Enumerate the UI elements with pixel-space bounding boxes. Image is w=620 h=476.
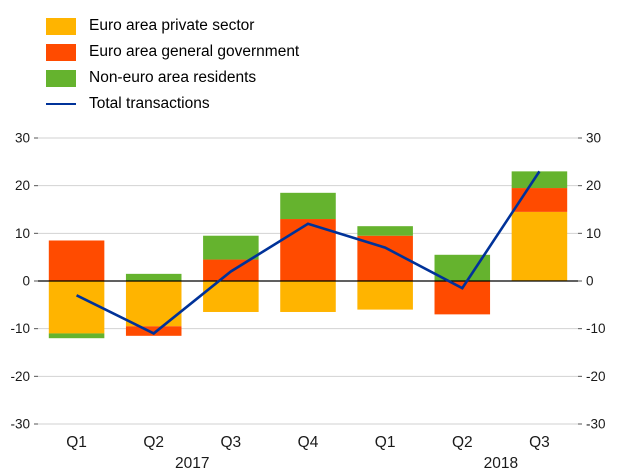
y-tick-label-left: -10	[10, 321, 30, 336]
x-tick-label: Q3	[529, 434, 550, 451]
y-tick-label-right: 10	[586, 226, 601, 241]
bar-segment-non-euro-area-residents	[280, 192, 336, 220]
y-tick-label-left: -30	[10, 417, 30, 432]
y-tick-label-right: 20	[586, 178, 601, 193]
year-label: 2018	[484, 455, 518, 472]
y-tick-label-right: -10	[586, 321, 606, 336]
x-tick-label: Q1	[66, 434, 87, 451]
legend-label: Euro area private sector	[89, 17, 255, 34]
chart-legend: Euro area private sector Euro area genera…	[46, 16, 299, 115]
legend-item-euro-area-private-sector: Euro area private sector	[46, 16, 299, 37]
legend-label: Euro area general government	[89, 42, 300, 60]
x-tick-label: Q3	[221, 434, 242, 451]
y-tick-label-right: 30	[586, 131, 601, 146]
bar-segment-euro-area-general-government	[125, 326, 182, 336]
x-tick-label: Q2	[143, 434, 164, 451]
legend-line-swatch	[46, 103, 76, 106]
x-tick-label: Q1	[375, 434, 396, 451]
bar-segment-euro-area-general-government	[48, 240, 105, 281]
legend-color-swatch	[46, 43, 76, 61]
legend-color-swatch	[46, 69, 76, 87]
year-label: 2017	[175, 455, 209, 472]
y-tick-label-right: 0	[586, 274, 594, 289]
bar-segment-euro-area-private-sector	[48, 281, 105, 334]
bar-segment-non-euro-area-residents	[125, 273, 182, 281]
x-tick-label: Q4	[298, 434, 319, 451]
x-tick-label: Q2	[452, 434, 473, 451]
bar-segment-non-euro-area-residents	[511, 171, 568, 189]
legend-label: Total transactions	[89, 94, 210, 112]
y-tick-label-left: 30	[15, 131, 30, 146]
y-tick-label-left: 20	[15, 178, 30, 193]
bar-segment-non-euro-area-residents	[48, 333, 105, 339]
legend-label: Non-euro area residents	[89, 68, 257, 86]
bar-segment-euro-area-private-sector	[280, 281, 336, 312]
y-tick-label-left: 0	[22, 274, 30, 289]
legend-item-non-euro-area-residents: Non-euro area residents	[46, 68, 299, 89]
legend-item-euro-area-general-government: Euro area general government	[46, 42, 299, 63]
legend-item-total-transactions: Total transactions	[46, 94, 299, 115]
y-tick-label-left: 10	[15, 226, 30, 241]
bar-segment-euro-area-private-sector	[511, 211, 568, 281]
bar-segment-non-euro-area-residents	[357, 226, 413, 236]
bar-segment-non-euro-area-residents	[203, 235, 259, 260]
y-tick-label-right: -30	[586, 417, 606, 432]
line-total-transactions	[75, 170, 541, 335]
y-tick-label-left: -20	[10, 369, 30, 384]
bar-segment-euro-area-private-sector	[357, 281, 413, 310]
bar-segment-euro-area-private-sector	[125, 281, 182, 327]
y-tick-label-right: -20	[586, 369, 606, 384]
bar-segment-euro-area-general-government	[280, 219, 336, 281]
legend-color-swatch	[46, 17, 76, 35]
